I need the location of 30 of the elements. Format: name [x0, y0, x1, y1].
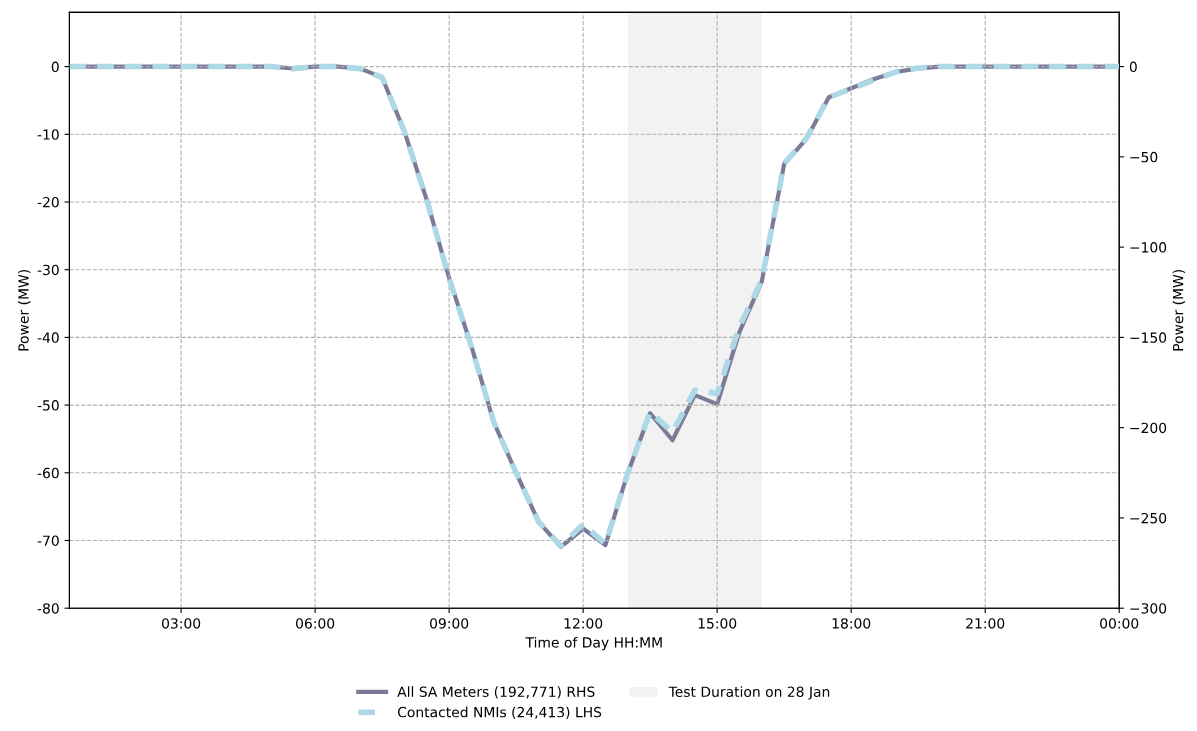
x-tick-label: 21:00: [966, 618, 1005, 629]
y2-tick-label: −250: [1130, 512, 1167, 524]
x-tick-label: 03:00: [162, 618, 201, 629]
x-tick-label: 09:00: [430, 618, 469, 629]
y2-tick-label: −100: [1130, 242, 1167, 253]
legend-label: Test Duration on 28 Jan: [668, 686, 830, 700]
y-tick-label: -80: [37, 603, 59, 614]
y2-tick-label: 0: [1129, 61, 1137, 73]
y-tick-label: 0: [51, 61, 59, 73]
y-tick-label: -40: [37, 332, 59, 343]
legend-label: Contacted NMIs (24,413) LHS: [397, 706, 602, 719]
x-tick-label: 00:00: [1100, 618, 1139, 629]
y2-tick-label: −200: [1130, 422, 1167, 434]
y-tick-label: -60: [37, 467, 59, 479]
y2-tick-label: −150: [1130, 332, 1167, 343]
y-tick-label: -70: [37, 535, 59, 546]
x-tick-label: 15:00: [698, 618, 737, 629]
x-tick-label: 06:00: [296, 618, 335, 629]
y-tick-label: -10: [37, 129, 59, 140]
y-tick-label: -20: [37, 196, 59, 208]
x-tick-label: 18:00: [832, 618, 871, 629]
legend-label: All SA Meters (192,771) RHS: [397, 686, 595, 699]
x-tick-label: 12:00: [564, 618, 603, 629]
y-axis-title: Power (MW): [18, 270, 31, 351]
y-tick-label: -50: [37, 400, 59, 411]
x-axis-title: Time of Day HH:MM: [525, 636, 662, 651]
y2-tick-label: −300: [1130, 603, 1167, 614]
y-tick-label: -30: [37, 264, 59, 276]
y2-axis-title: Power (MW): [1172, 270, 1186, 351]
y2-tick-label: −50: [1130, 151, 1158, 163]
